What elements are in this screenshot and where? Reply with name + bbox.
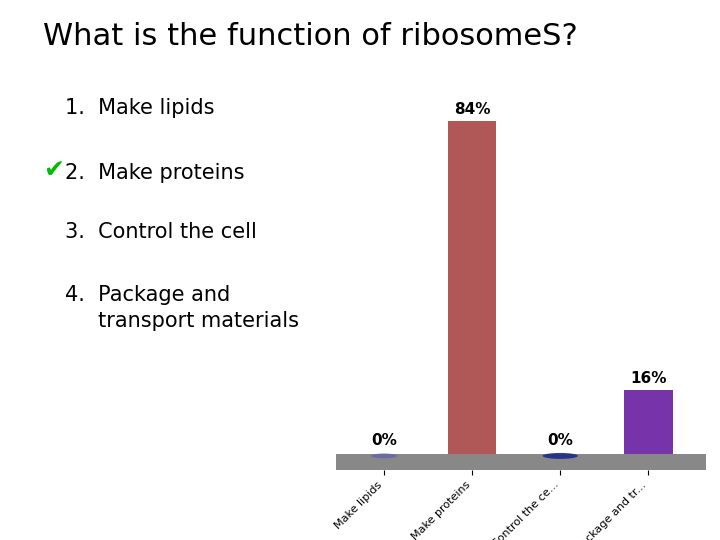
Text: 0%: 0%	[547, 433, 573, 448]
Ellipse shape	[371, 454, 397, 458]
Text: ✔: ✔	[43, 158, 64, 182]
Bar	[448, 120, 496, 454]
Text: 2.  Make proteins: 2. Make proteins	[65, 163, 244, 183]
Ellipse shape	[543, 453, 578, 459]
Text: 3.  Control the cell: 3. Control the cell	[65, 222, 256, 242]
Text: 1.  Make lipids: 1. Make lipids	[65, 98, 215, 118]
Text: 0%: 0%	[371, 433, 397, 448]
Text: 4.  Package and
     transport materials: 4. Package and transport materials	[65, 285, 299, 330]
Text: 84%: 84%	[454, 102, 490, 117]
Bar	[336, 454, 720, 470]
Text: 16%: 16%	[630, 372, 667, 387]
Bar	[624, 390, 672, 454]
Text: What is the function of ribosomeS?: What is the function of ribosomeS?	[43, 22, 578, 51]
